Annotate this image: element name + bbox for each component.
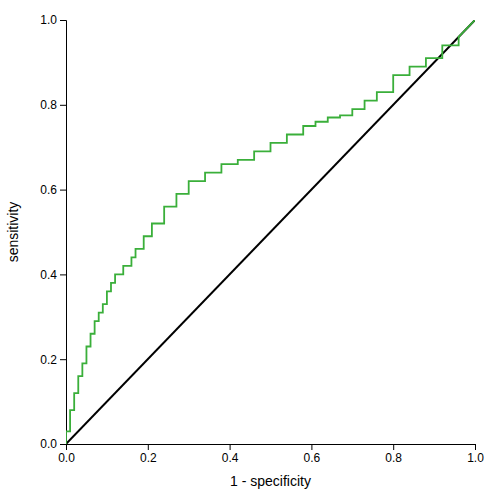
x-tick-label: 0.2 [140,451,157,465]
line [66,20,475,444]
x-tick: 1.0 [467,444,484,465]
plot: 0.0 0.2 0.4 0.6 0.8 1.0 0.0 0.2 0.4 0.6 0.8 1.0 [40,13,484,464]
y-tick: 0.4 [40,268,66,282]
x-tick-label: 0.8 [385,451,402,465]
y-tick-label: 0.4 [40,268,57,282]
y-tick-mark [60,20,66,21]
y-tick: 0.0 [40,437,66,451]
x-tick-mark [230,444,231,450]
x-tick: 0.8 [385,444,402,465]
x-tick-mark [148,444,149,450]
line [66,20,475,444]
y-tick-mark [60,444,66,445]
y-tick-label: 0.2 [40,353,57,367]
x-tick-label: 0.6 [304,451,321,465]
y-axis-title: sensitivity [5,202,21,263]
y-tick-mark [60,359,66,360]
x-tick: 0.6 [304,444,321,465]
x-tick: 0.2 [140,444,157,465]
x-tick-label: 0.4 [222,451,239,465]
y-tick: 0.8 [40,98,66,112]
x-tick: 0.0 [58,444,75,465]
x-axis-line [67,445,476,451]
y-tick-label: 0.0 [40,437,57,451]
x-axis: 0.0 0.2 0.4 0.6 0.8 1.0 [58,444,484,465]
y-tick: 0.2 [40,353,66,367]
x-tick-mark [311,444,312,450]
chart: 0.0 0.2 0.4 0.6 0.8 1.0 0.0 0.2 0.4 0.6 0.8 1.0 1 - … [0,0,499,500]
x-tick-mark [393,444,394,450]
y-tick: 0.6 [40,183,66,197]
x-tick-label: 0.0 [58,451,75,465]
y-tick-label: 1.0 [40,13,57,27]
y-axis: 0.0 0.2 0.4 0.6 0.8 1.0 [40,13,66,451]
y-tick-label: 0.6 [40,183,57,197]
x-tick: 0.4 [222,444,239,465]
x-tick-label: 1.0 [467,451,484,465]
y-tick-mark [60,190,66,191]
x-tick-mark [475,444,476,450]
y-tick-mark [60,274,66,275]
y-tick: 1.0 [40,13,66,27]
lines [66,20,475,444]
y-tick-mark [60,105,66,106]
y-tick-label: 0.8 [40,98,57,112]
y-axis-line [60,21,67,445]
x-axis-title: 1 - specificity [230,473,311,489]
